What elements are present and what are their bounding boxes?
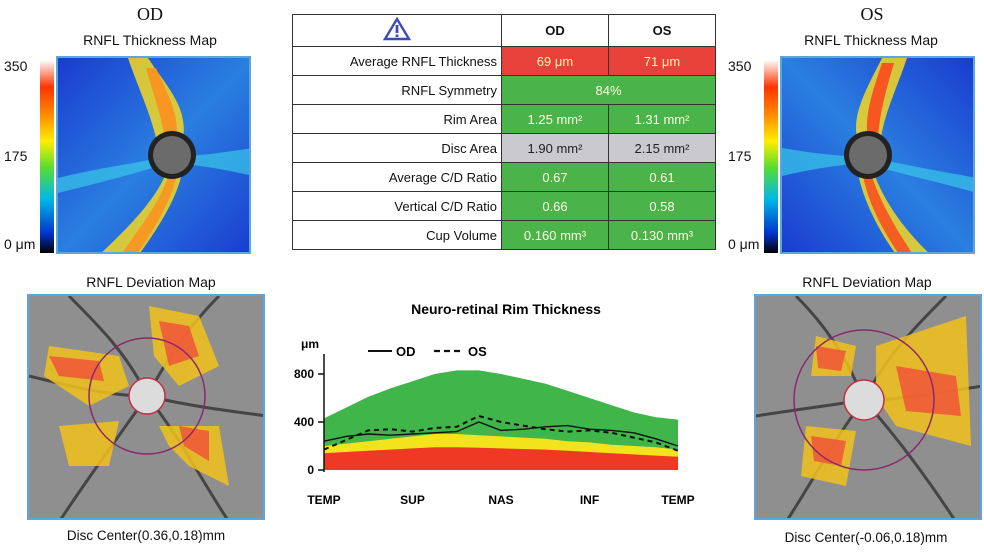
x-tick-label: SUP [400,493,425,507]
os-scale-min: 0 μm [728,236,760,252]
os-scale-max: 350 [728,58,752,74]
rim-thickness-chart: Neuro-retinal Rim Thickness μm OD OS TEM… [282,292,722,524]
row-label: Rim Area [292,104,502,134]
table-row: RNFL Symmetry 84% [292,75,716,105]
y-tick-label: 800 [294,367,314,381]
od-value: 0.160 mm³ [501,220,609,250]
os-deviation-map [754,294,982,520]
od-scale-min: 0 μm [4,236,36,252]
os-value: 71 μm [608,46,716,76]
chart-legend: OD OS [368,344,487,359]
table-row: Average RNFL Thickness 69 μm 71 μm [292,46,716,76]
os-thickness-colorbar [764,60,778,253]
os-value: 2.15 mm² [608,133,716,163]
series-line-os [323,414,679,452]
x-tick-label: TEMP [661,493,694,507]
os-deviation-map-title: RNFL Deviation Map [802,274,932,290]
merged-value: 84% [501,75,716,105]
od-thickness-map-title: RNFL Thickness Map [83,32,217,48]
table-row: Average C/D Ratio 0.67 0.61 [292,162,716,192]
od-scale-mid: 175 [4,148,28,164]
table-row: Rim Area 1.25 mm² 1.31 mm² [292,104,716,134]
y-axis-label: μm [301,337,319,351]
column-header-od: OD [501,14,609,47]
od-deviation-map [27,294,265,520]
row-label: Cup Volume [292,220,502,250]
y-tick-label: 400 [294,415,314,429]
os-disc-center: Disc Center(-0.06,0.18)mm [784,530,948,545]
warning-triangle-icon [292,14,502,47]
metrics-header-row: OD OS [292,14,716,47]
od-thickness-colorbar [40,60,54,253]
od-scale-max: 350 [4,58,28,74]
row-label: Average RNFL Thickness [292,46,502,76]
od-value: 69 μm [501,46,609,76]
os-value: 0.61 [608,162,716,192]
table-row: Cup Volume 0.160 mm³ 0.130 mm³ [292,220,716,250]
row-label: RNFL Symmetry [292,75,502,105]
row-label: Disc Area [292,133,502,163]
table-row: Vertical C/D Ratio 0.66 0.58 [292,191,716,221]
od-value: 0.66 [501,191,609,221]
os-eye-label: OS [860,4,884,24]
os-scale-mid: 175 [728,148,752,164]
table-row: Disc Area 1.90 mm² 2.15 mm² [292,133,716,163]
od-thickness-map [56,56,251,254]
od-disc-center: Disc Center(0.36,0.18)mm [66,528,226,543]
x-tick-label: NAS [488,493,513,507]
os-value: 0.58 [608,191,716,221]
os-value: 1.31 mm² [608,104,716,134]
series-line-od [323,421,679,447]
x-tick-label: TEMP [307,493,340,507]
legend-label-od: OD [396,344,416,359]
od-value: 0.67 [501,162,609,192]
abnormal-range-band [324,447,678,470]
os-value: 0.130 mm³ [608,220,716,250]
od-value: 1.25 mm² [501,104,609,134]
row-label: Average C/D Ratio [292,162,502,192]
column-header-os: OS [608,14,716,47]
row-label: Vertical C/D Ratio [292,191,502,221]
od-deviation-map-title: RNFL Deviation Map [86,274,216,290]
od-eye-label: OD [137,4,163,24]
legend-label-os: OS [468,344,487,359]
y-tick-label: 0 [307,463,314,477]
chart-title: Neuro-retinal Rim Thickness [411,301,601,317]
od-value: 1.90 mm² [501,133,609,163]
x-tick-label: INF [580,493,599,507]
os-thickness-map [780,56,975,254]
metrics-table: OD OS Average RNFL Thickness 69 μm 71 μm… [292,14,716,250]
metrics-table-container: OD OS Average RNFL Thickness 69 μm 71 μm… [292,14,716,250]
os-thickness-map-title: RNFL Thickness Map [804,32,938,48]
